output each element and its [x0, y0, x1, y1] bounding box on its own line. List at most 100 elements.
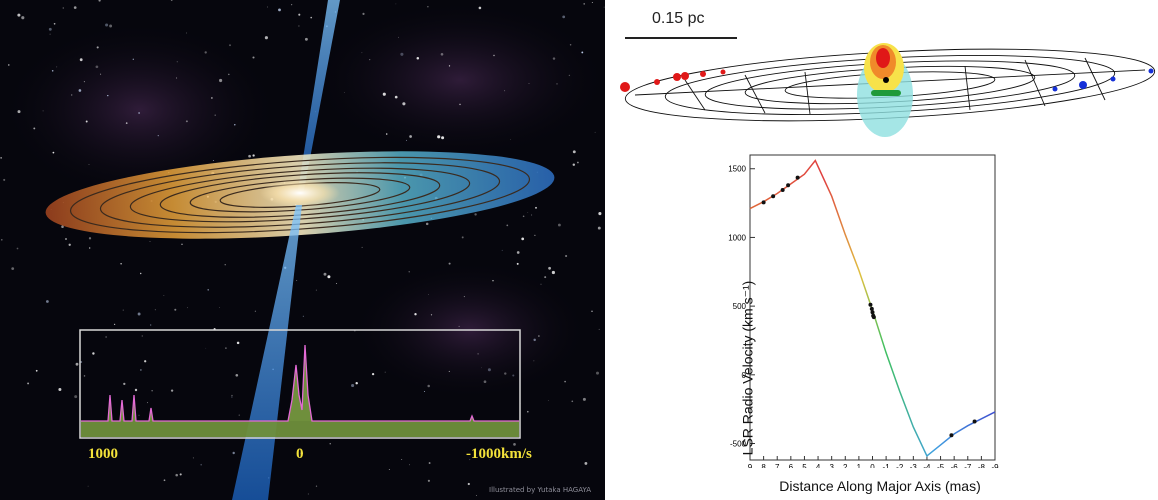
spectrum-inset [79, 329, 521, 439]
star [437, 135, 441, 139]
star [1, 239, 3, 241]
x-tick-label: 7 [775, 463, 780, 468]
star [521, 237, 525, 241]
star [113, 323, 116, 326]
x-tick-label: 4 [816, 463, 821, 468]
star [478, 6, 482, 10]
illustration-canvas [0, 0, 605, 500]
x-tick-label: -6 [951, 463, 959, 468]
star [603, 6, 605, 8]
star [477, 353, 479, 355]
data-point [972, 419, 977, 424]
star [458, 325, 460, 327]
star [120, 263, 122, 265]
star [394, 95, 398, 99]
star [562, 15, 566, 19]
star [48, 27, 52, 31]
star [388, 469, 390, 471]
star [371, 372, 375, 376]
star [481, 367, 482, 369]
star [176, 77, 178, 79]
star [533, 360, 535, 362]
star [88, 237, 92, 240]
star [492, 280, 494, 282]
star [544, 276, 547, 279]
star [174, 308, 177, 311]
star [475, 495, 477, 497]
star [205, 347, 207, 349]
star [572, 163, 576, 166]
star [87, 485, 89, 487]
star [150, 324, 152, 326]
star [229, 44, 231, 47]
star [512, 374, 515, 377]
star [552, 57, 556, 60]
star [11, 267, 15, 270]
star [428, 462, 431, 464]
star [400, 52, 404, 56]
star [291, 4, 293, 6]
star [0, 157, 2, 159]
star [469, 459, 471, 461]
star [572, 150, 576, 154]
star [384, 371, 386, 373]
star [493, 54, 495, 57]
star [163, 479, 166, 482]
star [17, 110, 21, 114]
star [200, 463, 202, 466]
spectrum-label-minus1000: -1000km/s [466, 446, 532, 462]
star [140, 369, 142, 371]
star [56, 66, 58, 68]
star [598, 212, 602, 216]
star [65, 238, 67, 240]
x-tick-label: 9 [748, 463, 753, 468]
star [591, 310, 593, 312]
star [296, 279, 298, 281]
star [425, 222, 429, 226]
star [79, 58, 83, 62]
star [3, 178, 6, 181]
star [98, 0, 101, 2]
star [170, 0, 173, 1]
star [254, 310, 257, 312]
y-axis-label: LSR Radio Velocity (km s⁻¹) [739, 280, 756, 456]
y-tick-label: 0 [742, 371, 747, 380]
star [582, 397, 586, 401]
star [211, 97, 213, 99]
star [504, 90, 506, 92]
star [123, 382, 126, 386]
star [300, 452, 303, 455]
star [132, 58, 134, 60]
star [100, 73, 102, 75]
star [61, 225, 64, 228]
star [105, 23, 109, 27]
star [506, 224, 509, 227]
star [141, 335, 143, 337]
star [568, 74, 571, 77]
y-tick-label: -500 [730, 440, 747, 449]
star [236, 341, 240, 345]
star [62, 7, 64, 9]
star [231, 396, 233, 398]
star [78, 89, 82, 92]
star [315, 289, 317, 291]
star [557, 223, 561, 227]
star [179, 473, 182, 476]
star [73, 6, 77, 9]
star [329, 443, 331, 445]
star [528, 83, 530, 84]
star [448, 262, 451, 265]
star [163, 295, 165, 296]
star [149, 241, 151, 242]
star [327, 275, 331, 279]
x-tick-label: 8 [761, 463, 766, 468]
data-point [949, 433, 954, 438]
x-axis: 9 8 7 6 5 4 3 2 1 0 -1 -2 -3 -4 -5 -6 -7 -8 -9 [748, 456, 999, 468]
star [402, 102, 406, 106]
star [58, 388, 62, 391]
x-tick-label: -7 [964, 463, 972, 468]
star [440, 52, 444, 56]
star [307, 493, 309, 495]
star [83, 375, 86, 377]
